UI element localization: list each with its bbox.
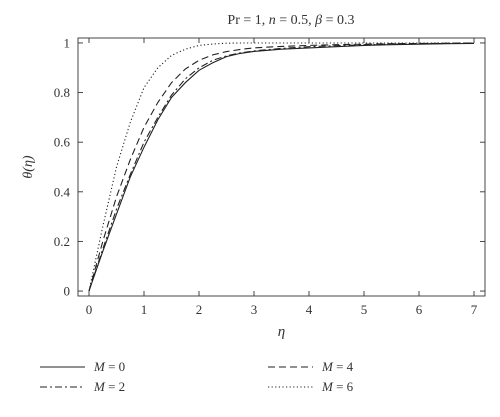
x-tick-label: 3 — [251, 302, 258, 317]
series-line-3 — [88, 42, 475, 292]
series-lines — [88, 42, 475, 292]
legend-label-var: M — [321, 379, 334, 394]
y-tick-label: 0.4 — [54, 184, 71, 199]
legend-label-1: M = 0 — [93, 359, 125, 374]
x-axis-label: η — [278, 324, 285, 340]
y-tick-label: 0.2 — [54, 234, 70, 249]
x-tick-label: 2 — [196, 302, 203, 317]
chart-title-part: n — [269, 13, 276, 28]
x-tick-label: 0 — [86, 302, 93, 317]
legend-label-value: = 2 — [105, 379, 125, 394]
x-tick-label: 6 — [416, 302, 423, 317]
x-axis-ticks: 0 1 2 3 4 5 6 7 — [86, 38, 478, 317]
legend-label-2: M = 2 — [93, 379, 125, 394]
series-line-2 — [88, 42, 475, 292]
y-tick-label: 0.6 — [54, 135, 71, 150]
y-tick-label: 0.8 — [54, 85, 70, 100]
chart-title-part: = 0.3 — [322, 13, 354, 28]
legend: M = 0M = 2M = 4M = 6 — [40, 359, 354, 394]
series-line-4 — [88, 42, 474, 292]
legend-label-value: = 6 — [333, 379, 354, 394]
legend-label-var: M — [93, 379, 106, 394]
plot-border — [77, 37, 486, 297]
chart-title-part: Pr = 1, — [227, 13, 268, 28]
chart-title-part: = 0.5, — [276, 13, 315, 28]
legend-label-value: = 4 — [333, 359, 354, 374]
legend-label-3: M = 4 — [321, 359, 354, 374]
y-axis-label: θ(η) — [21, 155, 36, 178]
chart-title: Pr = 1, n = 0.5, β = 0.3 — [227, 13, 354, 28]
y-tick-label: 1 — [64, 35, 71, 50]
chart-title-part: β — [314, 13, 322, 28]
y-tick-label: 0 — [64, 284, 71, 299]
x-tick-label: 1 — [141, 302, 148, 317]
legend-label-var: M — [321, 359, 334, 374]
legend-label-value: = 0 — [105, 359, 125, 374]
legend-label-var: M — [93, 359, 106, 374]
x-tick-label: 7 — [471, 302, 478, 317]
plot-frame — [77, 37, 486, 297]
x-tick-label: 4 — [306, 302, 313, 317]
y-axis-ticks: 0 0.2 0.4 0.6 0.8 1 — [54, 35, 485, 299]
legend-label-4: M = 6 — [321, 379, 354, 394]
x-tick-label: 5 — [361, 302, 368, 317]
series-line-1 — [88, 42, 475, 292]
